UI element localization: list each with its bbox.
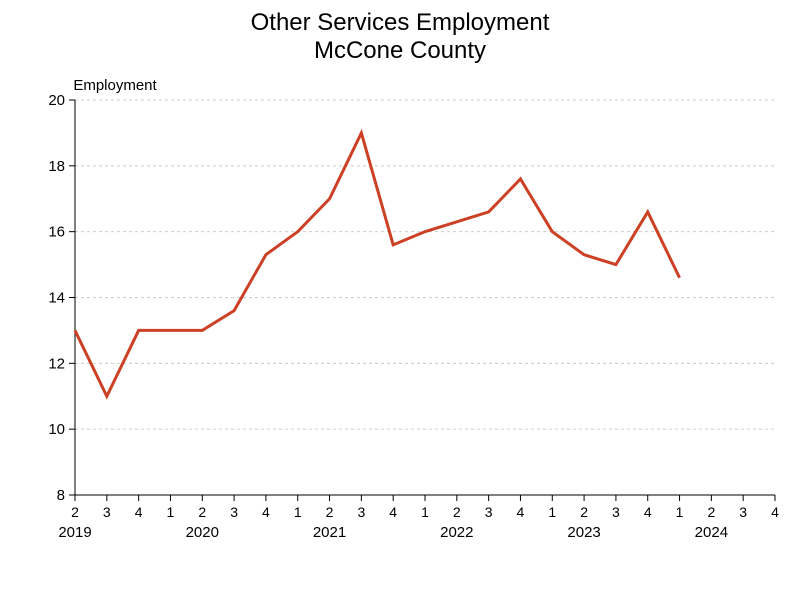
chart-title-line2: McCone County (314, 37, 486, 64)
x-quarter-label: 2 (453, 504, 461, 520)
x-quarter-label: 2 (71, 504, 79, 520)
x-quarter-label: 1 (676, 504, 684, 520)
x-quarter-label: 1 (548, 504, 556, 520)
x-quarter-label: 3 (485, 504, 493, 520)
x-quarter-label: 1 (294, 504, 302, 520)
grid-lines (75, 100, 775, 495)
x-quarter-label: 4 (389, 504, 397, 520)
x-quarter-label: 1 (421, 504, 429, 520)
x-quarter-label: 3 (230, 504, 238, 520)
x-quarter-label: 4 (135, 504, 143, 520)
chart-container: Other Services Employment McCone County … (0, 0, 800, 600)
x-quarter-label: 2 (198, 504, 206, 520)
chart-title-line1: Other Services Employment (251, 9, 550, 36)
y-tick-label: 14 (48, 290, 65, 307)
x-year-label: 2022 (440, 524, 473, 541)
x-quarter-label: 1 (167, 504, 175, 520)
x-quarter-label: 3 (612, 504, 620, 520)
x-year-label: 2024 (695, 524, 728, 541)
y-tick-label: 10 (48, 421, 65, 438)
x-quarter-label: 4 (771, 504, 779, 520)
x-quarter-label: 3 (739, 504, 747, 520)
y-tick-label: 16 (48, 224, 65, 241)
y-axis-ticks: 8 10 12 14 16 18 20 (48, 92, 75, 504)
x-year-label: 2020 (186, 524, 219, 541)
y-tick-label: 20 (48, 92, 65, 109)
chart-svg: Other Services Employment McCone County … (0, 0, 800, 600)
data-line-group (75, 133, 680, 396)
x-quarter-label: 2 (580, 504, 588, 520)
y-tick-label: 18 (48, 158, 65, 175)
data-line (75, 133, 680, 396)
x-year-label: 2023 (567, 524, 600, 541)
x-quarter-label: 4 (517, 504, 525, 520)
x-year-label: 2021 (313, 524, 346, 541)
x-quarter-label: 2 (707, 504, 715, 520)
y-tick-label: 12 (48, 355, 65, 372)
x-quarter-label: 2 (326, 504, 334, 520)
y-tick-label: 8 (57, 487, 65, 504)
x-quarter-label: 4 (644, 504, 652, 520)
x-axis-ticks: 2 3 4 1 2 3 4 1 2 3 4 1 2 3 4 1 2 3 4 1 2 3 4 2019 2020 2021 2022 2… (58, 495, 779, 541)
x-year-label: 2019 (58, 524, 91, 541)
x-quarter-label: 4 (262, 504, 270, 520)
x-quarter-label: 3 (357, 504, 365, 520)
y-axis-label: Employment (73, 77, 157, 94)
x-quarter-label: 3 (103, 504, 111, 520)
